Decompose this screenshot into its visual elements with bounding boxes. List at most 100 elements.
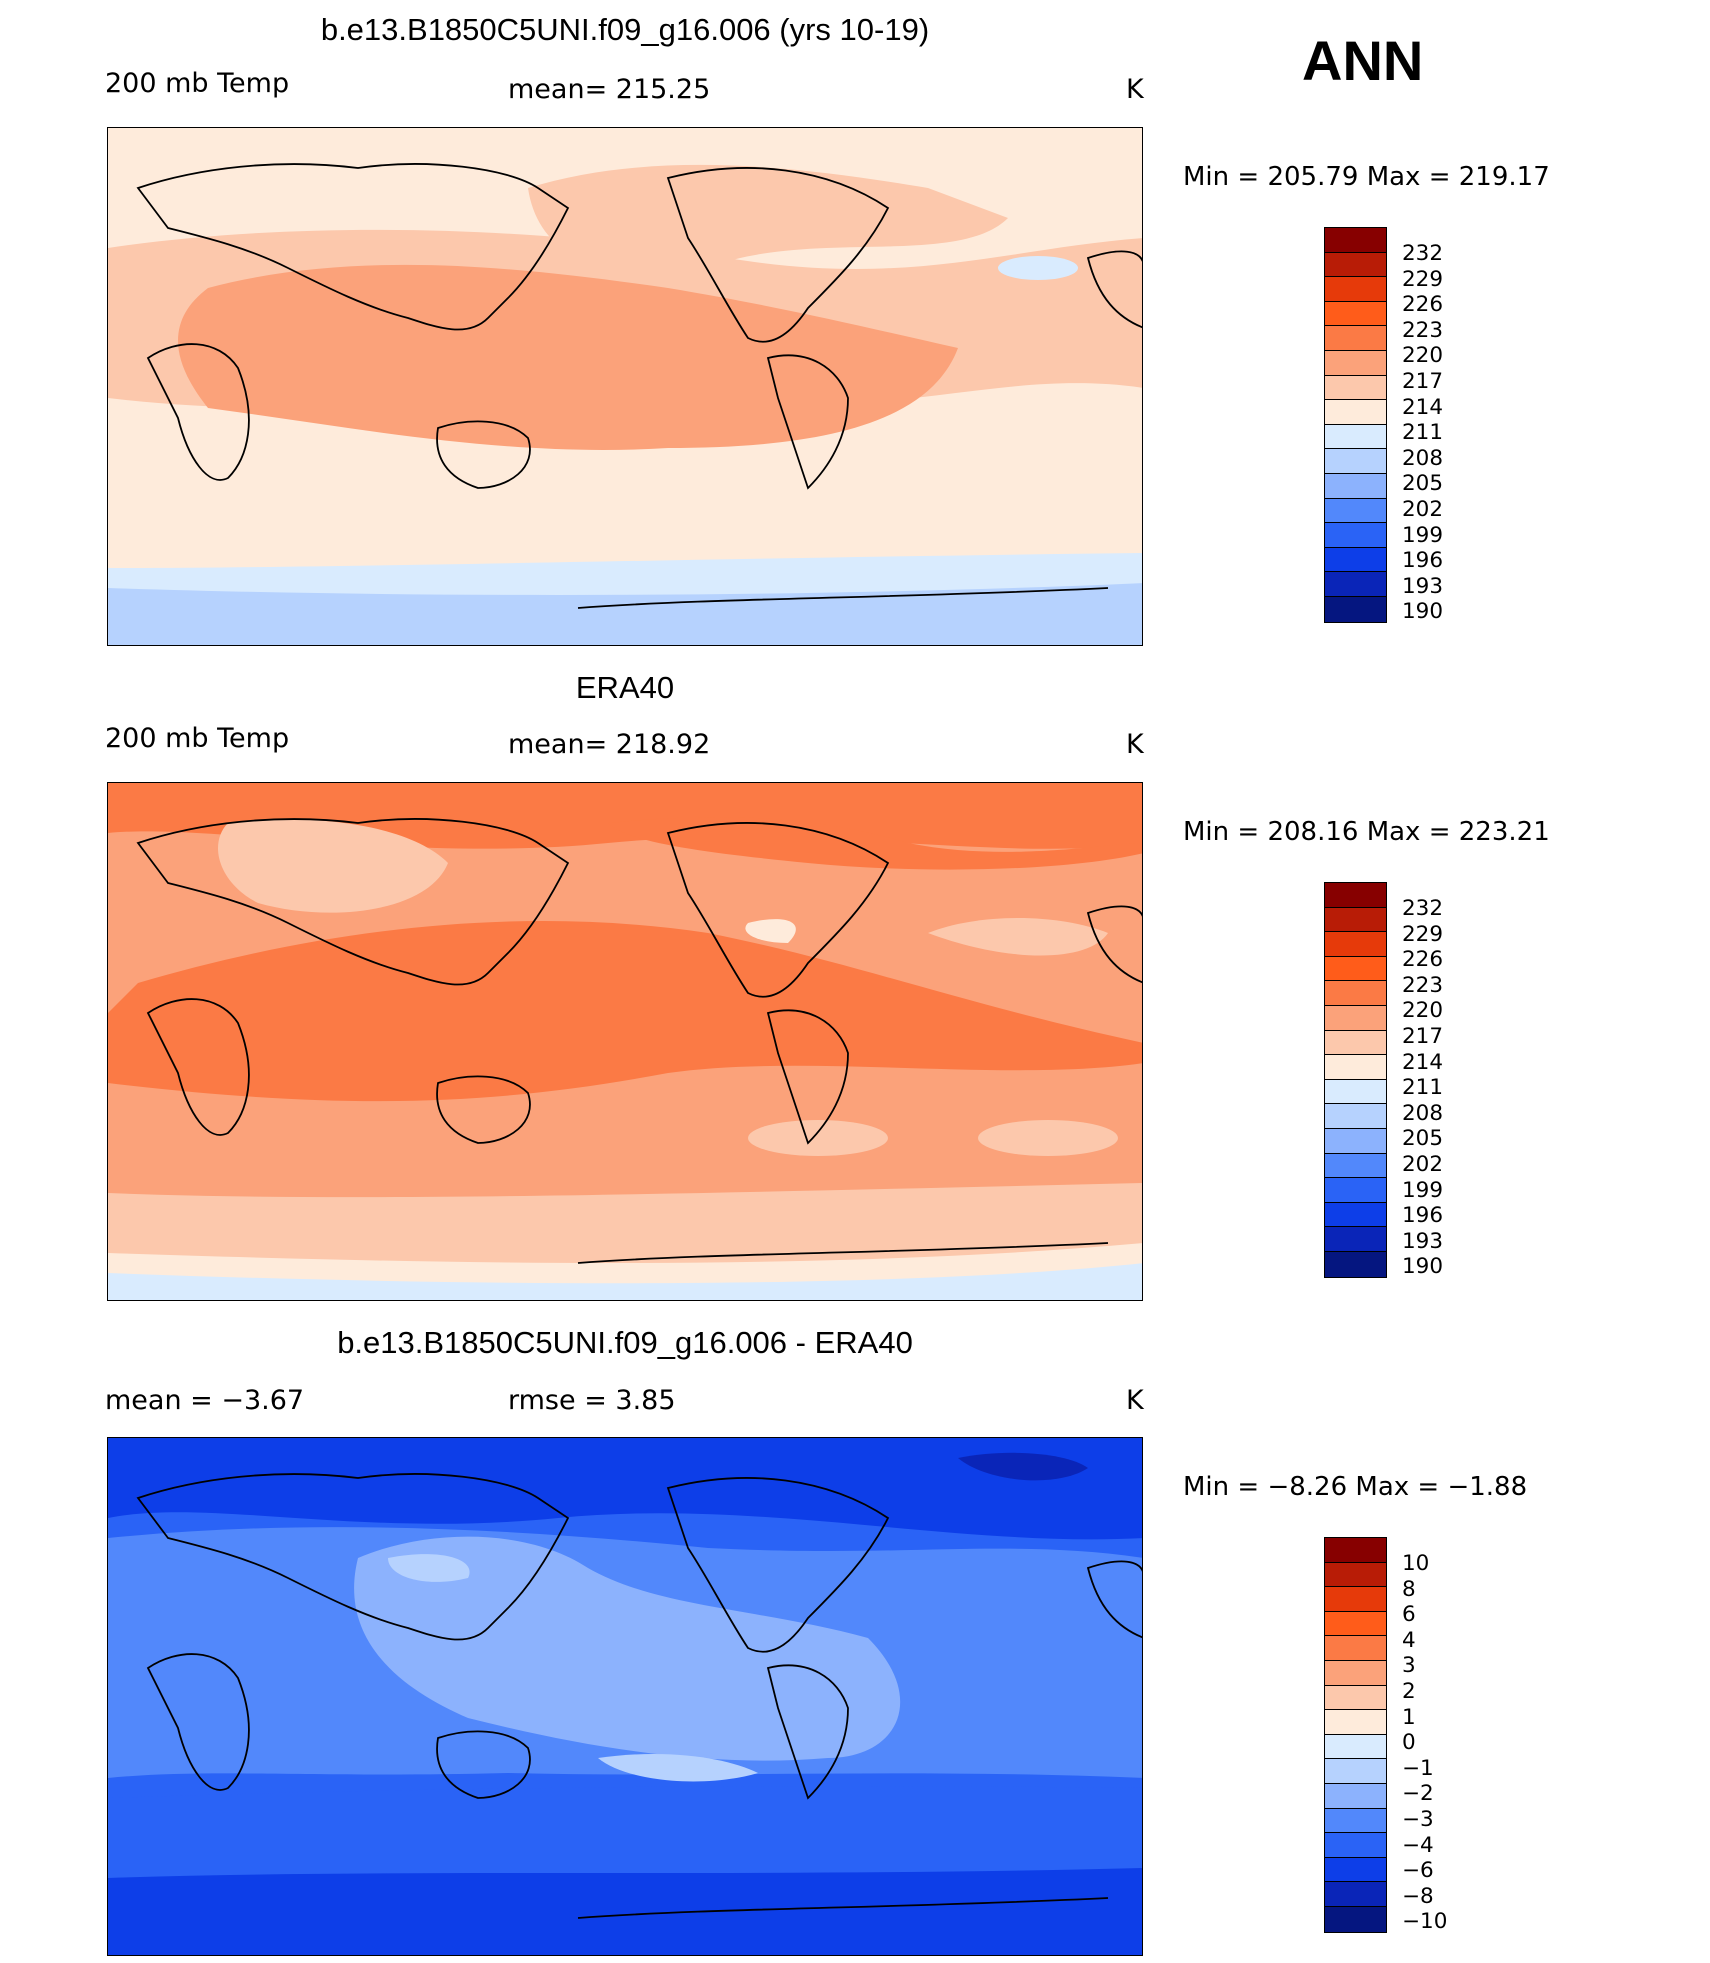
panel1-swatch-4: [1325, 301, 1386, 327]
panel1-swatch-12: [1325, 498, 1386, 524]
panel3-tick: 8: [1402, 1576, 1416, 1602]
panel3-swatch-13: [1325, 1833, 1386, 1858]
panel1-swatch-13: [1325, 523, 1386, 548]
panel1-tick: 190: [1402, 599, 1444, 625]
panel3-tick: −8: [1402, 1883, 1434, 1909]
panel2-tick: 196: [1402, 1203, 1444, 1229]
panel2-swatch-16: [1325, 1251, 1386, 1277]
panel3-tick: −1: [1402, 1755, 1434, 1781]
panel3-tick: −3: [1402, 1807, 1434, 1832]
panel2-swatch-1: [1325, 883, 1386, 908]
panel3-map: [107, 1437, 1143, 1956]
panel2-title: ERA40: [575, 670, 675, 705]
panel3-tick: −4: [1402, 1832, 1434, 1858]
panel1-swatch-6: [1325, 350, 1386, 376]
panel1-colorbar: [1324, 227, 1387, 623]
panel1-swatch-1: [1325, 228, 1386, 253]
panel3-tick: 4: [1402, 1627, 1416, 1653]
panel2-swatch-13: [1325, 1178, 1386, 1203]
panel1-tick: 214: [1402, 394, 1444, 420]
panel1-tick: 217: [1402, 369, 1444, 394]
panel3-swatch-16: [1325, 1906, 1386, 1932]
panel1-tick: 220: [1402, 343, 1444, 369]
panel3-tick: 6: [1402, 1602, 1416, 1628]
panel1-swatch-2: [1325, 252, 1386, 278]
panel3-rmse: rmse = 3.85: [508, 1385, 676, 1416]
panel2-tick: 199: [1402, 1177, 1444, 1203]
panel3-minmax: Min = −8.26 Max = −1.88: [1183, 1472, 1528, 1502]
panel3-mean: mean = −3.67: [105, 1385, 305, 1416]
panel1-tick: 223: [1402, 317, 1444, 343]
panel2-tick: 226: [1402, 947, 1444, 973]
panel2-swatch-8: [1325, 1055, 1386, 1080]
panel3-swatch-6: [1325, 1660, 1386, 1686]
panel2-swatch-14: [1325, 1202, 1386, 1228]
panel1-title: b.e13.B1850C5UNI.f09_g16.006 (yrs 10-19): [320, 12, 930, 47]
panel3-tick: 0: [1402, 1730, 1416, 1756]
panel2-units: K: [1126, 729, 1144, 760]
panel1-swatch-14: [1325, 547, 1386, 573]
panel3-swatch-14: [1325, 1857, 1386, 1883]
panel2-swatch-11: [1325, 1128, 1386, 1154]
panel2-tick: 205: [1402, 1126, 1444, 1152]
panel1-map-svg: [108, 128, 1142, 645]
panel2-map-svg: [108, 783, 1142, 1300]
panel2-tick: 220: [1402, 998, 1444, 1024]
panel1-swatch-15: [1325, 572, 1386, 597]
panel1-tick: 208: [1402, 445, 1444, 471]
panel2-tick: 232: [1402, 896, 1444, 921]
panel3-swatch-4: [1325, 1611, 1386, 1637]
panel1-tick: 232: [1402, 241, 1444, 266]
panel3-tick: 2: [1402, 1679, 1416, 1704]
panel1-swatch-8: [1325, 400, 1386, 425]
panel3-units: K: [1126, 1385, 1144, 1416]
panel2-tick: 193: [1402, 1228, 1444, 1254]
panel2-swatch-15: [1325, 1227, 1386, 1252]
panel3-swatch-15: [1325, 1882, 1386, 1907]
panel2-swatch-9: [1325, 1079, 1386, 1105]
panel2-swatch-3: [1325, 932, 1386, 957]
panel2-swatch-12: [1325, 1153, 1386, 1179]
panel3-tick: −2: [1402, 1781, 1434, 1807]
panel2-colorbar: [1324, 882, 1387, 1278]
panel2-swatch-4: [1325, 956, 1386, 982]
panel3-tick: 10: [1402, 1551, 1430, 1576]
panel1-map: [107, 127, 1143, 646]
panel1-swatch-5: [1325, 326, 1386, 351]
panel1-swatch-16: [1325, 596, 1386, 622]
panel2-swatch-2: [1325, 907, 1386, 933]
panel1-swatch-9: [1325, 424, 1386, 450]
panel1-swatch-11: [1325, 473, 1386, 499]
panel2-map: [107, 782, 1143, 1301]
panel3-tick: −6: [1402, 1858, 1434, 1884]
panel3-swatch-9: [1325, 1734, 1386, 1760]
panel3-swatch-1: [1325, 1538, 1386, 1563]
panel2-swatch-7: [1325, 1030, 1386, 1056]
panel2-minmax: Min = 208.16 Max = 223.21: [1183, 817, 1550, 847]
panel3-swatch-2: [1325, 1562, 1386, 1588]
panel1-units: K: [1126, 74, 1144, 105]
panel2-tick: 208: [1402, 1100, 1444, 1126]
panel3-swatch-10: [1325, 1759, 1386, 1784]
panel3-swatch-11: [1325, 1783, 1386, 1809]
panel3-title: b.e13.B1850C5UNI.f09_g16.006 - ERA40: [337, 1325, 913, 1360]
panel1-swatch-3: [1325, 277, 1386, 302]
panel3-swatch-3: [1325, 1587, 1386, 1612]
panel1-tick: 196: [1402, 548, 1444, 574]
panel3-colorbar: [1324, 1537, 1387, 1933]
panel1-tick: 205: [1402, 471, 1444, 497]
panel2-swatch-5: [1325, 981, 1386, 1006]
panel1-tick: 199: [1402, 522, 1444, 548]
panel2-tick: 214: [1402, 1049, 1444, 1075]
panel1-mean: mean= 215.25: [508, 74, 711, 105]
panel1-swatch-10: [1325, 449, 1386, 474]
panel1-tick: 211: [1402, 420, 1444, 446]
panel2-swatch-6: [1325, 1005, 1386, 1031]
panel2-tick: 229: [1402, 921, 1444, 947]
panel1-left-label: 200 mb Temp: [105, 68, 290, 99]
panel2-swatch-10: [1325, 1104, 1386, 1129]
panel2-tick: 217: [1402, 1024, 1444, 1049]
panel2-tick: 202: [1402, 1152, 1444, 1177]
panel3-tick: −10: [1402, 1909, 1448, 1935]
season-label: ANN: [1302, 29, 1424, 92]
